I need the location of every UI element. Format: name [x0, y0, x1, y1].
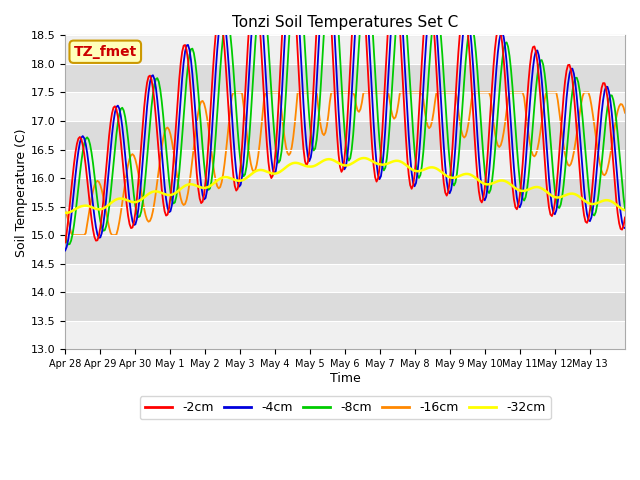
- -32cm: [360, 155, 367, 161]
- -16cm: [621, 110, 629, 116]
- -2cm: [98, 213, 106, 218]
- Line: -32cm: -32cm: [65, 158, 625, 213]
- Bar: [65, 178, 625, 206]
- -32cm: [463, 171, 471, 177]
- -16cm: [230, 90, 237, 96]
- -32cm: [61, 210, 69, 216]
- -32cm: [63, 210, 70, 216]
- Text: TZ_fmet: TZ_fmet: [74, 45, 137, 59]
- -8cm: [61, 233, 69, 239]
- -8cm: [99, 228, 107, 234]
- -4cm: [545, 176, 553, 181]
- -4cm: [621, 225, 629, 231]
- -16cm: [463, 128, 471, 133]
- Bar: [65, 64, 625, 93]
- -16cm: [99, 194, 107, 200]
- Bar: [65, 121, 625, 149]
- -8cm: [621, 206, 629, 212]
- Bar: [65, 264, 625, 292]
- -32cm: [99, 205, 107, 211]
- -8cm: [82, 136, 90, 142]
- -16cm: [620, 105, 627, 110]
- Line: -8cm: -8cm: [65, 0, 625, 244]
- -16cm: [352, 102, 360, 108]
- -8cm: [352, 90, 360, 96]
- -2cm: [545, 204, 553, 210]
- Title: Tonzi Soil Temperatures Set C: Tonzi Soil Temperatures Set C: [232, 15, 458, 30]
- -2cm: [462, 12, 470, 17]
- -32cm: [547, 192, 554, 198]
- Y-axis label: Soil Temperature (C): Soil Temperature (C): [15, 128, 28, 257]
- Line: -4cm: -4cm: [65, 0, 625, 251]
- -4cm: [98, 230, 106, 236]
- -16cm: [68, 232, 76, 238]
- -8cm: [620, 194, 627, 200]
- Bar: [65, 149, 625, 178]
- Bar: [65, 321, 625, 349]
- -32cm: [621, 207, 629, 213]
- -8cm: [463, 42, 471, 48]
- -4cm: [351, 36, 358, 42]
- X-axis label: Time: Time: [330, 372, 360, 385]
- Bar: [65, 206, 625, 235]
- -4cm: [462, 13, 470, 19]
- -16cm: [82, 230, 90, 236]
- -16cm: [61, 208, 69, 214]
- -8cm: [547, 137, 554, 143]
- Bar: [65, 292, 625, 321]
- Bar: [65, 93, 625, 121]
- -16cm: [547, 90, 554, 96]
- -2cm: [81, 151, 88, 157]
- -2cm: [61, 240, 69, 245]
- -32cm: [82, 203, 90, 208]
- Line: -16cm: -16cm: [65, 93, 625, 235]
- -32cm: [620, 207, 627, 213]
- -4cm: [618, 219, 626, 225]
- -2cm: [621, 215, 629, 220]
- Line: -2cm: -2cm: [65, 0, 625, 242]
- -32cm: [351, 159, 358, 165]
- -8cm: [65, 241, 72, 247]
- Bar: [65, 235, 625, 264]
- -4cm: [81, 135, 88, 141]
- -2cm: [618, 227, 626, 232]
- Legend: -2cm, -4cm, -8cm, -16cm, -32cm: -2cm, -4cm, -8cm, -16cm, -32cm: [140, 396, 550, 420]
- -4cm: [61, 248, 69, 253]
- Bar: [65, 36, 625, 64]
